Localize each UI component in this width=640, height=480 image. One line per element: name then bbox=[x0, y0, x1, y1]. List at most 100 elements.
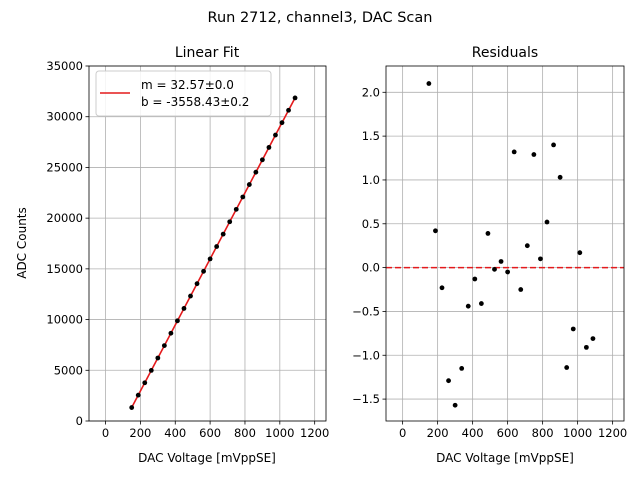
residuals-xtick-label: 1000 bbox=[563, 426, 592, 440]
residuals-data-point bbox=[557, 174, 563, 180]
linear-fit-gridlines bbox=[89, 65, 326, 422]
legend-box bbox=[95, 70, 272, 117]
residuals-ytick-label: 0.0 bbox=[362, 261, 380, 275]
linear-fit-data-point bbox=[201, 268, 206, 274]
linear-fit-ticks: 0 200 400 600 800 1000 1200 0 5000 10000 15000 2000… bbox=[46, 59, 329, 440]
linear-fit-ytick-label: 30000 bbox=[46, 110, 83, 124]
residuals-data-point bbox=[544, 219, 550, 225]
residuals-data-point bbox=[426, 81, 432, 86]
linear-fit-title: Linear Fit bbox=[175, 45, 240, 61]
linear-fit-data-point bbox=[259, 157, 265, 163]
residuals-data-point bbox=[465, 303, 471, 309]
linear-fit-data-point bbox=[286, 107, 291, 113]
linear-fit-ytick-label: 15000 bbox=[46, 262, 83, 276]
linear-fit-fit-line bbox=[130, 97, 296, 408]
linear-fit-xtick-label: 800 bbox=[234, 426, 256, 440]
residuals-xtick-label: 1200 bbox=[598, 426, 627, 440]
residuals-data-point bbox=[446, 378, 451, 384]
residuals-data-point bbox=[583, 344, 589, 350]
linear-fit-ytick-label: 0 bbox=[76, 414, 83, 428]
linear-fit-data-point bbox=[161, 343, 167, 349]
linear-fit-xtick-label: 1200 bbox=[300, 426, 329, 440]
linear-fit-data-point bbox=[181, 306, 187, 311]
linear-fit-marks bbox=[129, 95, 298, 410]
linear-fit-ytick-label: 35000 bbox=[46, 59, 83, 73]
residuals-data-point bbox=[472, 276, 478, 282]
linear-fit-data-point bbox=[135, 392, 141, 398]
linear-fit-ytick-label: 20000 bbox=[46, 211, 83, 225]
linear-fit-ylabel: ADC Counts bbox=[15, 207, 29, 279]
linear-fit-data-point bbox=[129, 405, 135, 410]
linear-fit-xtick-label: 1000 bbox=[265, 426, 294, 440]
residuals-ytick-label: 1.0 bbox=[362, 173, 380, 187]
residuals-data-point bbox=[492, 266, 497, 272]
linear-fit-data-point bbox=[253, 169, 259, 175]
residuals-data-point bbox=[439, 285, 445, 291]
residuals-data-point bbox=[452, 402, 458, 408]
linear-fit-data-point bbox=[279, 120, 285, 126]
residuals-data-point bbox=[538, 256, 543, 262]
linear-fit-data-point bbox=[188, 293, 193, 299]
residuals-title: Residuals bbox=[472, 45, 538, 61]
linear-fit-panel: Linear Fit DAC Voltage [mVppSE] ADC Coun… bbox=[15, 45, 329, 465]
linear-fit-data-point bbox=[207, 256, 213, 262]
linear-fit-xtick-label: 600 bbox=[199, 426, 221, 440]
residuals-data-point bbox=[551, 142, 556, 148]
residuals-data-point bbox=[505, 269, 511, 275]
linear-fit-data-point bbox=[266, 145, 272, 150]
residuals-xtick-label: 0 bbox=[399, 426, 406, 440]
linear-fit-ytick-label: 5000 bbox=[54, 363, 83, 377]
residuals-xtick-label: 600 bbox=[497, 426, 519, 440]
residuals-data-point bbox=[498, 259, 504, 264]
residuals-ytick-label: 1.5 bbox=[362, 129, 380, 143]
residuals-data-point bbox=[433, 228, 438, 234]
linear-fit-xtick-label: 200 bbox=[129, 426, 151, 440]
linear-fit-data-point bbox=[168, 330, 174, 336]
legend-entry-intercept: b = -3558.43±0.2 bbox=[141, 95, 249, 109]
linear-fit-ytick-label: 25000 bbox=[46, 160, 83, 174]
residuals-data-point bbox=[577, 250, 583, 256]
residuals-data-point bbox=[518, 287, 524, 292]
legend-entry-slope: m = 32.57±0.0 bbox=[141, 78, 234, 92]
linear-fit-data-point bbox=[148, 367, 154, 373]
residuals-xtick-label: 400 bbox=[462, 426, 484, 440]
linear-fit-data-point bbox=[273, 132, 278, 138]
linear-fit-xlabel: DAC Voltage [mVppSE] bbox=[138, 451, 276, 465]
residuals-data-point bbox=[511, 149, 517, 155]
linear-fit-xtick-label: 400 bbox=[164, 426, 186, 440]
linear-fit-data-point bbox=[175, 318, 180, 324]
linear-fit-xtick-label: 0 bbox=[102, 426, 109, 440]
residuals-data-point bbox=[524, 243, 530, 249]
suptitle: Run 2712, channel3, DAC Scan bbox=[208, 10, 433, 26]
linear-fit-data-point bbox=[155, 355, 161, 361]
linear-fit-data-point bbox=[292, 95, 298, 101]
residuals-data-point bbox=[459, 366, 465, 371]
residuals-xlabel: DAC Voltage [mVppSE] bbox=[436, 451, 574, 465]
residuals-ytick-label: 2.0 bbox=[362, 85, 380, 99]
linear-fit-data-point bbox=[246, 182, 252, 187]
residuals-ytick-label: −1.0 bbox=[352, 348, 380, 362]
residuals-data-point bbox=[478, 301, 484, 306]
linear-fit-data-point bbox=[194, 281, 200, 287]
residuals-gridlines bbox=[386, 66, 624, 421]
residuals-data-point bbox=[570, 326, 576, 332]
residuals-data-point bbox=[590, 336, 596, 342]
linear-fit-ytick-label: 10000 bbox=[46, 313, 83, 327]
residuals-axes-frame bbox=[385, 65, 625, 422]
linear-fit-legend: m = 32.57±0.0 b = -3558.43±0.2 bbox=[95, 70, 272, 117]
linear-fit-axes-frame bbox=[88, 65, 327, 422]
linear-fit-data-point bbox=[233, 206, 239, 212]
linear-fit-data-point bbox=[220, 231, 226, 237]
residuals-ticks: 0 200 400 600 800 1000 1200 −1.5 −1.0 −0.5 0.0 0.5 1… bbox=[352, 85, 627, 440]
residuals-data-point bbox=[564, 365, 570, 370]
residuals-data-point bbox=[485, 231, 491, 236]
linear-fit-data-point bbox=[240, 194, 246, 200]
residuals-ytick-label: −0.5 bbox=[352, 304, 380, 318]
linear-fit-data-point bbox=[227, 219, 233, 225]
residuals-panel: Residuals DAC Voltage [mVppSE] 0 200 400 60… bbox=[352, 45, 627, 465]
linear-fit-data-point bbox=[142, 380, 148, 386]
residuals-xtick-label: 200 bbox=[427, 426, 449, 440]
residuals-marks bbox=[386, 81, 624, 408]
residuals-xtick-label: 800 bbox=[532, 426, 554, 440]
